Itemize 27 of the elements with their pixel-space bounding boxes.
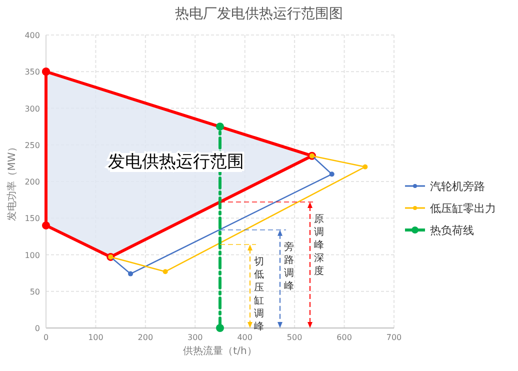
annotation: 发电供热运行范围	[108, 152, 244, 172]
x-tick-label: 0	[43, 333, 49, 342]
y-tick-label: 250	[24, 140, 40, 150]
y-axis-title: 发电功率（MW）	[6, 142, 18, 221]
legend-label: 热负荷线	[430, 224, 474, 237]
y-tick-label: 300	[24, 104, 40, 114]
x-tick-label: 500	[286, 333, 302, 342]
x-tick-label: 700	[386, 333, 402, 342]
x-tick-label: 600	[336, 333, 352, 342]
ref-line-label: 切低压缸调峰	[254, 255, 264, 332]
x-tick-label: 400	[237, 333, 252, 342]
ref-line-label: 旁路调峰	[284, 240, 294, 292]
legend-label: 低压缸零出力	[430, 202, 496, 215]
x-tick-label: 300	[188, 333, 203, 342]
x-tick-label: 200	[138, 333, 154, 342]
y-tick-label: 350	[24, 68, 40, 77]
y-tick-label: 150	[24, 214, 40, 224]
chart-title: 热电厂发电供热运行范围图	[175, 6, 343, 22]
legend-label: 汽轮机旁路	[430, 180, 485, 193]
y-tick-label: 200	[24, 178, 40, 186]
x-axis-title: 供热流量（t/h）	[183, 345, 257, 357]
ref-line-label: 原调峰深度	[314, 214, 324, 278]
y-tick-label: 400	[24, 31, 40, 40]
x-tick-label: 100	[88, 333, 104, 342]
y-tick-label: 100	[24, 250, 40, 260]
y-tick-label: 50	[30, 287, 40, 296]
y-tick-label: 0	[34, 324, 40, 333]
